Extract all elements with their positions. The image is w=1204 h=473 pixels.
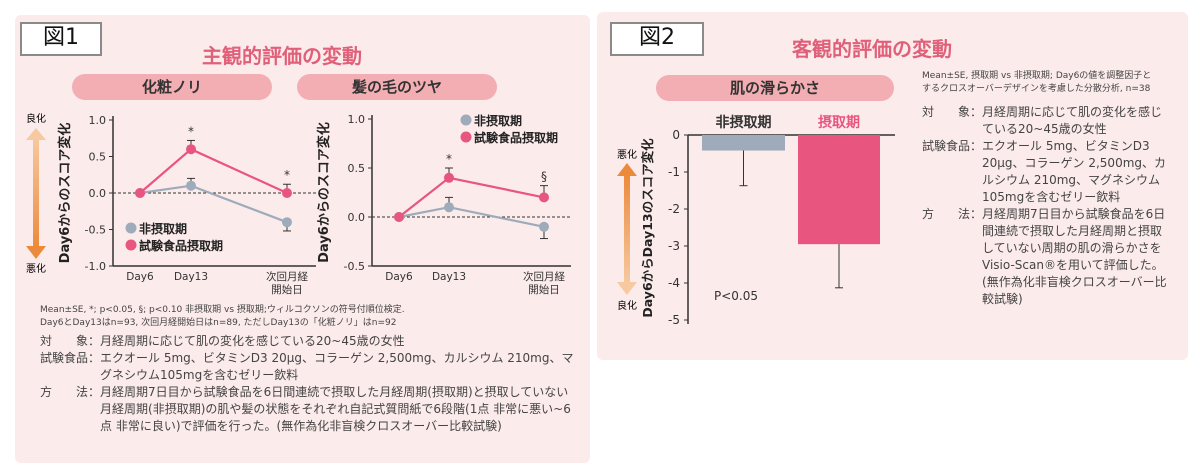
y-tick-label: -0.5 (85, 224, 106, 237)
y-tick-label: -0.5 (344, 260, 365, 273)
y-tick-label: 1.0 (348, 113, 366, 126)
category-label: 非摂取期 (716, 114, 772, 131)
x-tick-label: Day6 (385, 271, 413, 283)
note-line: Mean±SE, *; p<0.05, §; p<0.10 非摂取期 vs 摂取… (40, 305, 405, 315)
significance-mark: * (284, 168, 290, 182)
detail-method: 方 法： 月経周期7日目から試験食品を6日間連続で摂取した月経周期(摂取期)と摂取… (40, 385, 571, 433)
x-tick-label: Day13 (174, 271, 208, 283)
arrow-bottom-label: 悪化 (26, 262, 46, 275)
x-tick-label: 次回月経 (523, 270, 565, 283)
legend-marker (460, 131, 472, 143)
legend-marker (125, 239, 137, 251)
category-label: 摂取期 (818, 114, 860, 131)
significance-mark: * (446, 152, 452, 166)
chart-hair-gloss: Day6からのスコア変化 1.0 0.5 0.0 -0.5 Day6 Day13 次回月経開始… (316, 113, 571, 296)
figure1-label: 図1 (20, 22, 102, 56)
data-point (186, 144, 196, 155)
chart3-title: 肌の滑らかさ (656, 75, 894, 101)
figure2-title: 客観的評価の変動 (792, 37, 952, 61)
x-tick-label: Day13 (432, 271, 466, 283)
chart1-title: 化粧ノリ (72, 74, 272, 100)
data-point (282, 188, 292, 198)
data-point (282, 217, 292, 228)
figure2-details: 対 象： 月経周期に応じて肌の変化を感じている20~45歳の女性 試験食品： エクオ… (922, 104, 1172, 308)
chart-makeup: Day6からのスコア変化 1.0 0.5 0.0 -0.5 -1.0 Day6 Day13 次回… (57, 114, 316, 296)
y-tick-label: -3 (668, 239, 680, 253)
y-tick-label: -1 (668, 165, 680, 179)
y-tick-label: 0.5 (89, 151, 107, 164)
y-tick-label: -5 (668, 313, 680, 327)
series-line-1 (139, 147, 288, 195)
y-tick-label: 0.5 (348, 162, 366, 175)
chart-skin-smoothness: Day6からDay13のスコア変化 0 -1 -2 -3 -4 -5 非摂取期 摂取期 P<0.0… (640, 114, 895, 327)
y-tick-label: 1.0 (89, 114, 107, 127)
figure2-panel (597, 12, 1188, 360)
detail-method: 方 法： 月経周期7日目から試験食品を6日間連続で摂取した月経周期と摂取していない… (922, 207, 1167, 306)
significance-mark: § (541, 170, 547, 184)
data-point (444, 202, 454, 213)
data-point (539, 221, 549, 232)
legend-label: 試験食品摂取期 (474, 130, 558, 145)
legend-marker (125, 222, 137, 234)
note-line: Mean±SE, 摂取期 vs 非摂取期; Day6の値を調整因子と (922, 71, 1152, 81)
bar (798, 135, 880, 245)
legend-label: 非摂取期 (139, 221, 187, 236)
y-axis-label: Day6からDay13のスコア変化 (640, 138, 655, 318)
legend-marker (460, 114, 472, 126)
y-tick-label: 0.0 (348, 211, 366, 224)
figure1-title: 主観的評価の変動 (202, 44, 362, 68)
data-point (394, 212, 404, 222)
note-line: Day6とDay13はn=93, 次回月経開始日はn=89, ただしDay13の… (40, 318, 397, 328)
y-axis-label: Day6からのスコア変化 (57, 123, 73, 264)
detail-subject: 対 象： 月経周期に応じて肌の変化を感じている20~45歳の女性 (40, 334, 405, 348)
figure1-details: 対 象： 月経周期に応じて肌の変化を感じている20~45歳の女性 試験食品： エクオ… (40, 333, 575, 435)
detail-subject: 対 象： 月経周期に応じて肌の変化を感じている20~45歳の女性 (922, 105, 1163, 136)
double-arrow-icon (617, 163, 637, 295)
figure2-note: Mean±SE, 摂取期 vs 非摂取期; Day6の値を調整因子と するクロス… (922, 70, 1182, 96)
detail-test-food: 試験食品： エクオール 5mg、ビタミンD3 20μg、コラーゲン 2,500mg… (40, 351, 574, 382)
double-arrow-icon (26, 128, 46, 259)
data-point (186, 180, 196, 191)
legend-label: 試験食品摂取期 (139, 238, 223, 253)
bar (702, 135, 785, 151)
series-line-0 (139, 184, 288, 224)
y-tick-label: -2 (668, 202, 680, 216)
figure1-note: Mean±SE, *; p<0.05, §; p<0.10 非摂取期 vs 摂取… (40, 304, 580, 330)
y-tick-label: 0.0 (89, 187, 107, 200)
chart2-title: 髪の毛のツヤ (297, 74, 497, 100)
data-point (444, 172, 454, 183)
data-point (539, 192, 549, 203)
y-tick-label: 0 (672, 128, 680, 142)
arrow-top-label: 悪化 (617, 148, 637, 161)
y-axis-label: Day6からのスコア変化 (316, 122, 332, 263)
x-tick-label: Day6 (126, 271, 154, 283)
y-tick-label: -4 (668, 276, 680, 290)
p-value-annotation: P<0.05 (714, 289, 758, 303)
legend-label: 非摂取期 (474, 113, 522, 128)
detail-test-food: 試験食品： エクオール 5mg、ビタミンD3 20μg、コラーゲン 2,500mg… (922, 139, 1167, 204)
x-tick-label: 次回月経 (266, 270, 308, 283)
arrow-bottom-label: 良化 (617, 299, 637, 312)
data-point (135, 188, 145, 198)
x-tick-label: 開始日 (528, 283, 560, 296)
x-tick-label: 開始日 (271, 283, 303, 296)
note-line: するクロスオーバーデザインを考慮した分散分析, n=38 (922, 84, 1151, 94)
significance-mark: * (188, 124, 194, 138)
arrow-top-label: 良化 (26, 112, 46, 125)
y-tick-label: -1.0 (85, 260, 106, 273)
figure2-label: 図2 (610, 22, 704, 56)
